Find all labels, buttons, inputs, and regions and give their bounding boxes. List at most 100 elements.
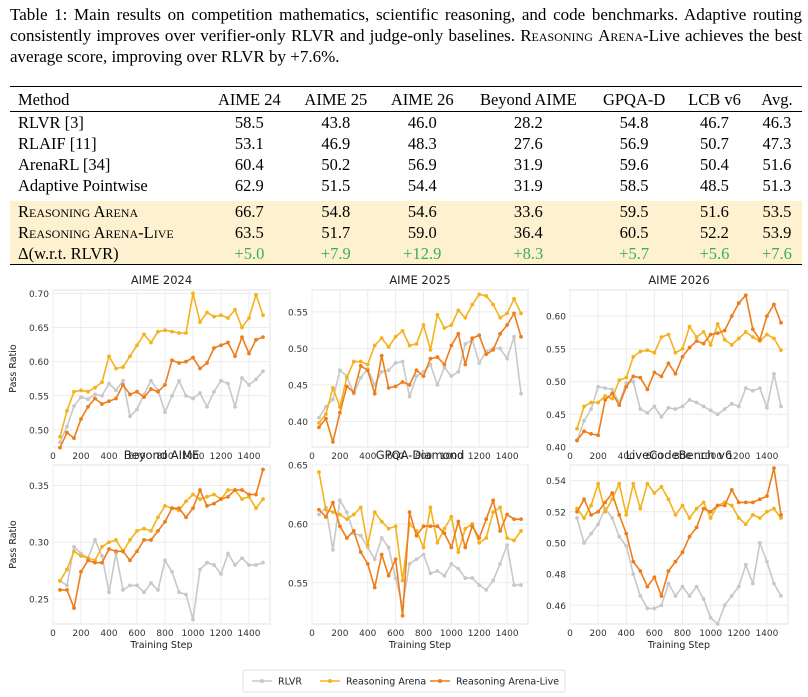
series-point-arena xyxy=(400,328,405,333)
series-point-arena xyxy=(772,336,776,341)
series-point-live xyxy=(680,354,685,359)
series-point-arena xyxy=(673,350,678,355)
y-tick-label: 0.55 xyxy=(29,392,49,402)
series-point-live xyxy=(261,467,265,472)
series-point-rlvr xyxy=(254,563,258,567)
series-point-arena xyxy=(456,308,461,313)
x-tick-label: 1200 xyxy=(727,452,750,462)
series-point-live xyxy=(240,335,244,339)
series-point-rlvr xyxy=(163,558,167,563)
legend-label-arena: Reasoning Arena xyxy=(346,677,426,688)
series-point-live xyxy=(114,549,118,554)
series-point-live xyxy=(421,524,426,529)
series-point-live xyxy=(463,545,468,550)
series-point-arena xyxy=(351,512,356,517)
series-point-arena xyxy=(680,503,685,508)
series-point-arena xyxy=(729,503,734,508)
series-point-live xyxy=(156,389,160,394)
series-point-rlvr xyxy=(407,562,412,566)
x-tick-label: 200 xyxy=(72,452,89,462)
value-cell: 56.9 xyxy=(407,155,437,174)
series-point-live xyxy=(442,362,447,367)
series-point-live xyxy=(596,433,601,438)
series-point-live xyxy=(736,500,741,505)
series-point-live xyxy=(449,545,454,550)
series-point-arena xyxy=(79,388,83,393)
series-point-rlvr xyxy=(226,381,230,386)
series-point-live xyxy=(177,506,181,511)
series-point-rlvr xyxy=(750,581,755,586)
y-tick-label: 0.65 xyxy=(29,324,49,334)
series-point-rlvr xyxy=(331,397,335,402)
series-point-arena xyxy=(379,336,384,341)
series-point-live xyxy=(379,353,384,358)
series-point-rlvr xyxy=(610,387,615,392)
value-cell: 62.9 xyxy=(206,175,293,200)
series-point-rlvr xyxy=(694,584,699,589)
x-axis-label: Training Step xyxy=(129,640,192,651)
table-header-row: Method AIME 24 AIME 25 AIME 26 Beyond AI… xyxy=(10,86,802,112)
series-point-arena xyxy=(757,516,762,520)
series-point-rlvr xyxy=(428,362,433,367)
series-point-arena xyxy=(687,516,692,520)
series-point-arena xyxy=(240,325,244,330)
series-point-arena xyxy=(743,329,748,334)
chart-panel: 0.550.600.650 200 400 600 800 1000 1200 1400GPQ… xyxy=(288,448,529,651)
series-point-live xyxy=(100,560,104,565)
series-point-live xyxy=(617,512,622,517)
series-point-arena xyxy=(65,567,69,572)
series-point-live xyxy=(765,314,769,319)
series-point-rlvr xyxy=(393,576,398,580)
chart-panel: 0.46 0.48 0.50 0.52 0.54 0 200 400 600 800 1000 120… xyxy=(546,448,789,651)
series-point-rlvr xyxy=(317,512,321,517)
series-point-rlvr xyxy=(624,544,629,548)
series-point-live xyxy=(729,314,734,319)
series-point-live xyxy=(358,550,363,555)
series-point-arena xyxy=(156,515,160,520)
series-point-live xyxy=(184,359,188,364)
series-point-arena xyxy=(617,378,622,383)
header-cell: AIME 26 xyxy=(379,86,466,112)
series-point-rlvr xyxy=(100,553,104,558)
series-point-rlvr xyxy=(93,538,97,542)
series-point-rlvr xyxy=(191,396,195,401)
series-point-live xyxy=(757,337,762,342)
series-point-live xyxy=(191,506,195,511)
series-point-rlvr xyxy=(261,369,265,374)
series-point-live xyxy=(589,512,593,517)
legend-marker-rlvr xyxy=(260,679,264,683)
table-row-delta: Δ(w.r.t. RLVR) +5.0 +7.9 +12.9 +8.3 +5.7… xyxy=(10,243,802,265)
series-point-arena xyxy=(505,311,509,316)
series-point-live xyxy=(247,351,251,356)
series-point-arena xyxy=(765,509,769,514)
value-cell: 54.8 xyxy=(619,113,649,132)
y-tick-label: 0.46 xyxy=(546,602,566,612)
series-point-live xyxy=(156,528,160,533)
series-point-live xyxy=(736,301,741,305)
y-tick-label: 0.48 xyxy=(546,571,566,581)
series-point-rlvr xyxy=(400,359,405,364)
header-cell: GPQA-D xyxy=(591,86,678,112)
value-cell: 46.7 xyxy=(700,113,729,132)
y-tick-label: 0.45 xyxy=(546,411,566,421)
series-point-rlvr xyxy=(652,606,657,611)
series-point-live xyxy=(722,328,727,333)
header-cell: LCB v6 xyxy=(677,86,752,112)
series-point-arena xyxy=(638,506,643,511)
series-point-live xyxy=(617,403,622,408)
series-point-arena xyxy=(512,538,516,543)
series-point-arena xyxy=(344,375,349,380)
series-point-live xyxy=(435,355,440,360)
series-point-arena xyxy=(142,332,146,337)
header-cell: Method xyxy=(10,86,207,112)
table-row: Adaptive Pointwise 62.9 51.5 54.4 31.9 5… xyxy=(10,175,802,200)
series-point-arena xyxy=(631,481,636,486)
series-point-live xyxy=(86,404,90,409)
series-point-arena xyxy=(212,314,216,319)
series-point-rlvr xyxy=(617,534,622,539)
series-point-rlvr xyxy=(442,365,447,370)
series-point-arena xyxy=(589,503,593,508)
series-point-rlvr xyxy=(757,386,762,391)
series-point-live xyxy=(317,425,321,430)
series-point-live xyxy=(163,382,167,387)
